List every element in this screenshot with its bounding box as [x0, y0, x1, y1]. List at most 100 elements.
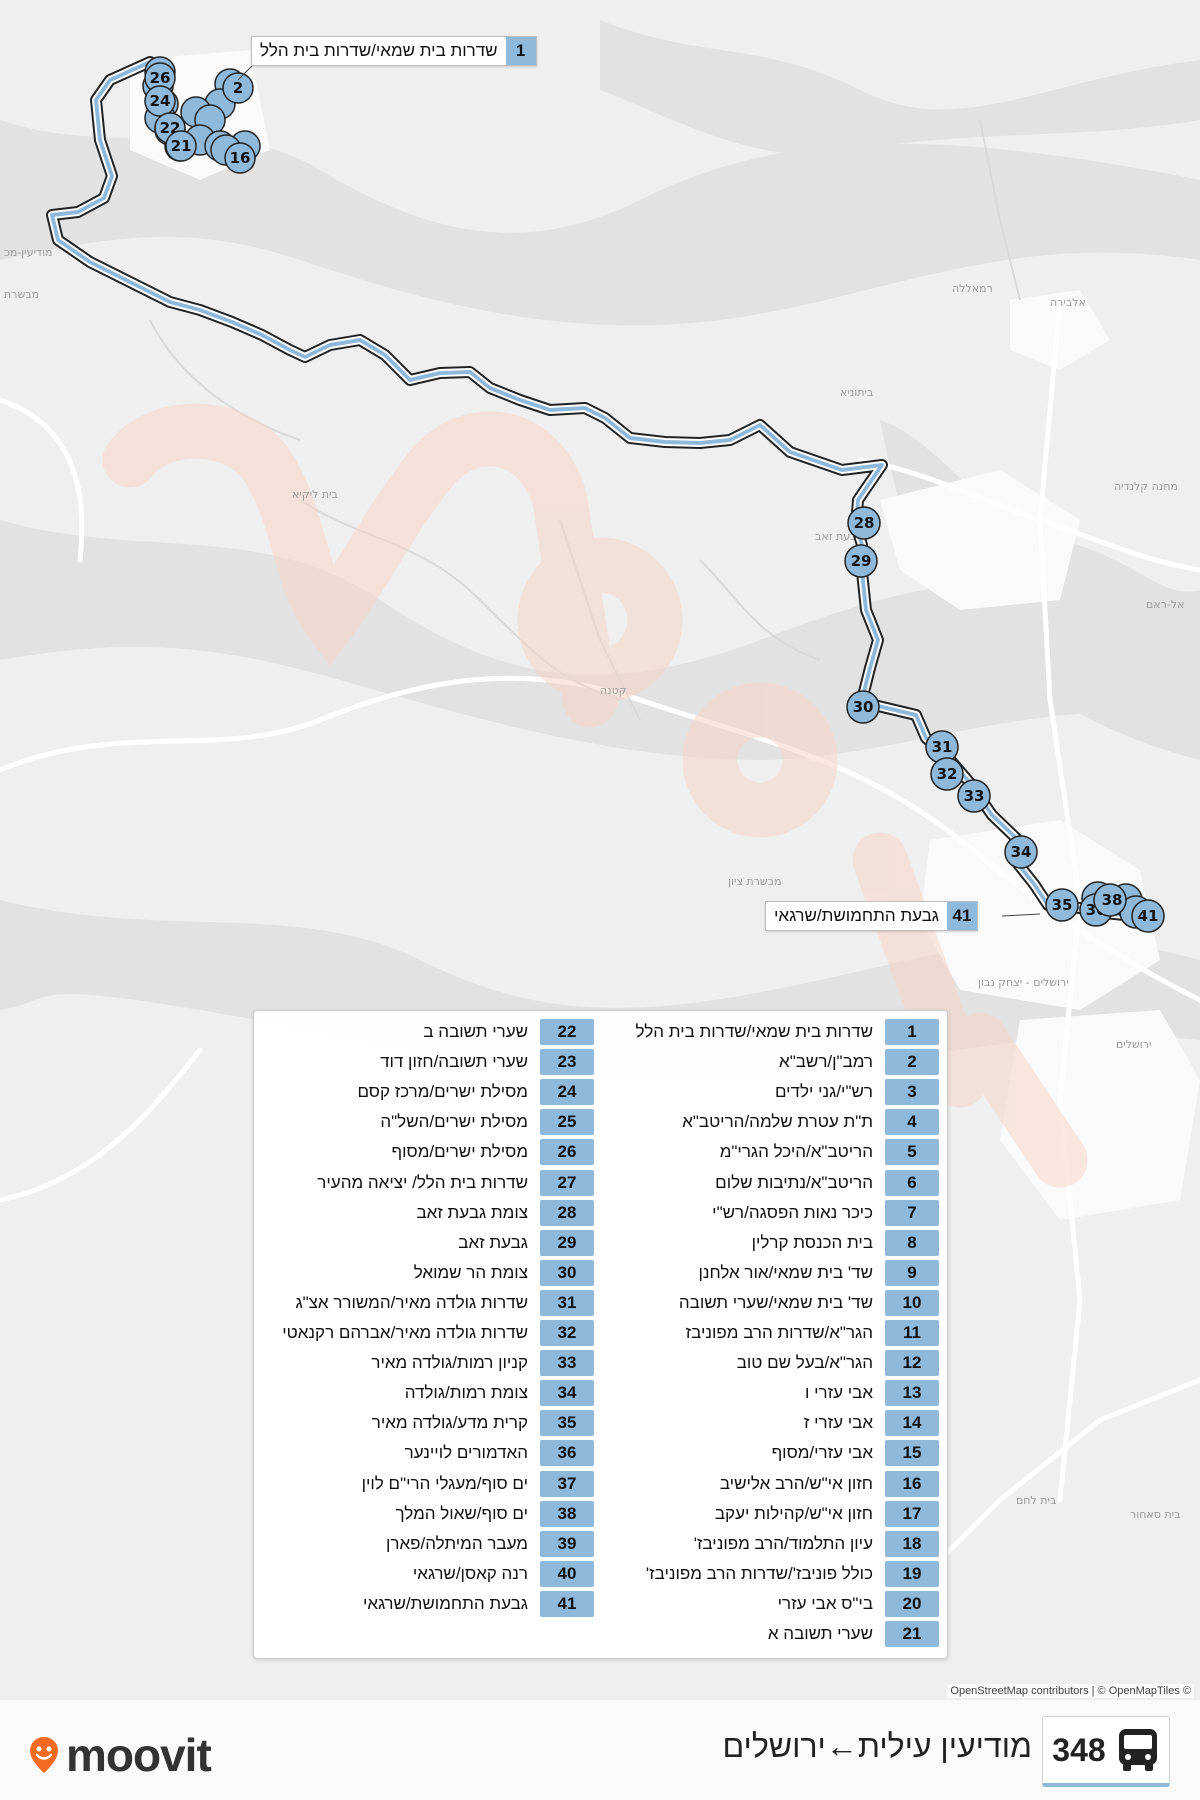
- legend-stop-row[interactable]: 37 ים סוף/מעגלי הרי"ם לוין: [264, 1470, 594, 1497]
- stop-marker[interactable]: 28: [847, 506, 881, 540]
- legend-stop-row[interactable]: 14 אבי עזרי ז: [609, 1410, 939, 1437]
- legend-stop-row[interactable]: 32 שדרות גולדה מאיר/אברהם רקנאטי: [264, 1320, 594, 1346]
- legend-stop-row[interactable]: 9 שד' בית שמאי/אור אלחנן: [609, 1259, 939, 1286]
- legend-stop-row[interactable]: 15 אבי עזרי/מסוף: [609, 1440, 939, 1467]
- legend-stop-row[interactable]: 12 הגר"א/בעל שם טוב: [609, 1350, 939, 1377]
- town-label: בית ליקיא: [292, 488, 338, 501]
- legend-stop-row[interactable]: 18 עיון התלמוד/הרב מפוניבז': [609, 1530, 939, 1557]
- legend-stop-row[interactable]: 2 רמב"ן/רשב"א: [609, 1049, 939, 1076]
- legend-stop-number: 16: [885, 1470, 939, 1497]
- stop-marker[interactable]: 33: [957, 779, 991, 813]
- legend-stop-row[interactable]: 11 הגר"א/שדרות הרב מפוניבז: [609, 1320, 939, 1346]
- legend-stop-row[interactable]: 33 קניון רמות/גולדה מאיר: [264, 1350, 594, 1377]
- legend-stop-row[interactable]: 19 כולל פוניבז'/שדרות הרב מפוניבז': [609, 1560, 939, 1587]
- legend-stop-row[interactable]: 31 שדרות גולדה מאיר/המשורר אצ"ג: [264, 1289, 594, 1316]
- legend-stop-row[interactable]: 23 שערי תשובה/חזון דוד: [264, 1049, 594, 1076]
- legend-stop-row[interactable]: 17 חזון אי"ש/קהילות יעקב: [609, 1500, 939, 1527]
- legend-stop-row[interactable]: 24 מסילת ישרים/מרכז קסם: [264, 1079, 594, 1106]
- legend-stop-row[interactable]: 13 אבי עזרי ו: [609, 1380, 939, 1407]
- callout-first-stop[interactable]: שדרות בית שמאי/שדרות בית הלל 1: [251, 36, 537, 66]
- moovit-logo[interactable]: moovit: [28, 1728, 212, 1782]
- stop-marker[interactable]: 34: [1004, 835, 1038, 869]
- legend-stop-row[interactable]: 30 צומת הר שמואל: [264, 1259, 594, 1286]
- legend-stop-name: בי"ס אבי עזרי: [777, 1593, 873, 1613]
- legend-stop-row[interactable]: 35 קרית מדע/גולדה מאיר: [264, 1410, 594, 1437]
- stop-marker[interactable]: 32: [930, 757, 964, 791]
- legend-stop-number: 39: [540, 1530, 594, 1557]
- legend-stop-row[interactable]: 38 ים סוף/שאול המלך: [264, 1500, 594, 1527]
- legend-stop-number: 40: [540, 1560, 594, 1587]
- stop-marker[interactable]: 21: [165, 130, 197, 162]
- legend-stop-name: חזון אי"ש/קהילות יעקב: [714, 1503, 873, 1523]
- legend-stop-name: הגר"א/בעל שם טוב: [736, 1353, 873, 1373]
- stop-marker[interactable]: 16: [224, 142, 256, 174]
- stop-marker[interactable]: 38: [1093, 883, 1127, 917]
- legend-stop-row[interactable]: 5 הריטב"א/היכל הגרי"מ: [609, 1139, 939, 1166]
- stop-number: 21: [171, 137, 192, 155]
- town-label: אל-ראם: [1146, 598, 1184, 611]
- town-label: בית לחם: [1016, 1494, 1056, 1507]
- stop-marker[interactable]: 24: [144, 85, 176, 117]
- legend-stop-name: הריטב"א/היכל הגרי"מ: [719, 1142, 873, 1162]
- location-pin-icon: [30, 1737, 58, 1773]
- legend-stop-row[interactable]: 10 שד' בית שמאי/שערי תשובה: [609, 1289, 939, 1316]
- legend-stop-row[interactable]: 27 שדרות בית הלל/ יציאה מהעיר: [264, 1169, 594, 1196]
- legend-stop-row[interactable]: 21 שערי תשובה א: [609, 1621, 939, 1647]
- legend-stop-name: גבעת התחמושת/שרגאי: [363, 1593, 528, 1613]
- stop-marker[interactable]: 29: [844, 544, 878, 578]
- legend-stop-row[interactable]: 4 ת"ת עטרת שלמה/הריטב"א: [609, 1109, 939, 1136]
- legend-stop-row[interactable]: 1 שדרות בית שמאי/שדרות בית הלל: [609, 1019, 939, 1045]
- legend-stop-row[interactable]: 41 גבעת התחמושת/שרגאי: [264, 1590, 594, 1617]
- legend-stop-row[interactable]: 16 חזון אי"ש/הרב אלישיב: [609, 1470, 939, 1497]
- stop-number: 24: [150, 92, 171, 110]
- legend-stop-number: 19: [885, 1560, 939, 1587]
- stop-marker[interactable]: 2: [222, 72, 254, 104]
- legend-stop-row[interactable]: 34 צומת רמות/גולדה: [264, 1380, 594, 1407]
- legend-stop-row[interactable]: 7 כיכר נאות הפסגה/רש"י: [609, 1199, 939, 1226]
- legend-stop-row[interactable]: 20 בי"ס אבי עזרי: [609, 1590, 939, 1617]
- map-attribution[interactable]: OpenStreetMap contributors | © OpenMapTi…: [947, 1684, 1194, 1698]
- stop-number: 32: [937, 765, 958, 783]
- legend-stop-number: 20: [885, 1590, 939, 1617]
- legend-stop-number: 34: [540, 1380, 594, 1407]
- legend-stop-number: 12: [885, 1350, 939, 1377]
- legend-stop-row[interactable]: 25 מסילת ישרים/השל"ה: [264, 1109, 594, 1136]
- legend-stop-row[interactable]: 28 צומת גבעת זאב: [264, 1199, 594, 1226]
- legend-stop-row[interactable]: 8 בית הכנסת קרלין: [609, 1229, 939, 1256]
- town-label: אלבירה: [1050, 296, 1086, 309]
- legend-stop-name: אבי עזרי ז: [803, 1413, 873, 1433]
- stop-marker[interactable]: 30: [846, 690, 880, 724]
- legend-stop-row[interactable]: 39 מעבר המיתלה/פארן: [264, 1530, 594, 1557]
- legend-stop-row[interactable]: 22 שערי תשובה ב: [264, 1019, 594, 1045]
- route-title: מודיעין עילית←ירושלים: [722, 1728, 1032, 1764]
- legend-stop-row[interactable]: 3 רש"י/גני ילדים: [609, 1079, 939, 1106]
- legend-stop-row[interactable]: 29 גבעת זאב: [264, 1229, 594, 1256]
- legend-stop-number: 18: [885, 1530, 939, 1557]
- legend-stop-number: 5: [885, 1139, 939, 1166]
- legend-stop-row[interactable]: 6 הריטב"א/נתיבות שלום: [609, 1169, 939, 1196]
- legend-stop-row[interactable]: 40 רנה קאסן/שרגאי: [264, 1560, 594, 1587]
- legend-stop-number: 29: [540, 1229, 594, 1256]
- callout-leader: [237, 63, 255, 81]
- legend-stop-row[interactable]: 26 מסילת ישרים/מסוף: [264, 1139, 594, 1166]
- route-badge[interactable]: 348: [1042, 1716, 1170, 1787]
- callout-last-stop[interactable]: גבעת התחמושת/שרגאי 41: [765, 901, 978, 931]
- stops-legend: 1 שדרות בית שמאי/שדרות בית הלל 2 רמב"ן/רשב"…: [253, 1010, 948, 1659]
- legend-stop-number: 28: [540, 1199, 594, 1226]
- legend-stop-name: ים סוף/מעגלי הרי"ם לוין: [361, 1473, 528, 1493]
- legend-stop-number: 23: [540, 1049, 594, 1076]
- legend-stop-name: רש"י/גני ילדים: [774, 1082, 873, 1102]
- legend-stop-name: האדמורים לויינער: [404, 1443, 528, 1463]
- stop-marker[interactable]: 26: [144, 62, 176, 94]
- stop-number: 26: [150, 69, 171, 87]
- legend-stop-row[interactable]: 36 האדמורים לויינער: [264, 1440, 594, 1467]
- callout-leader: [1001, 913, 1041, 917]
- stop-marker[interactable]: 41: [1131, 899, 1165, 933]
- legend-stop-number: 3: [885, 1079, 939, 1106]
- stop-marker[interactable]: 35: [1045, 888, 1079, 922]
- legend-stop-name: ת"ת עטרת שלמה/הריטב"א: [682, 1112, 873, 1132]
- legend-stop-name: חזון אי"ש/הרב אלישיב: [719, 1473, 873, 1493]
- legend-stop-number: 7: [885, 1199, 939, 1226]
- legend-stop-number: 9: [885, 1259, 939, 1286]
- stop-number: 29: [851, 552, 872, 570]
